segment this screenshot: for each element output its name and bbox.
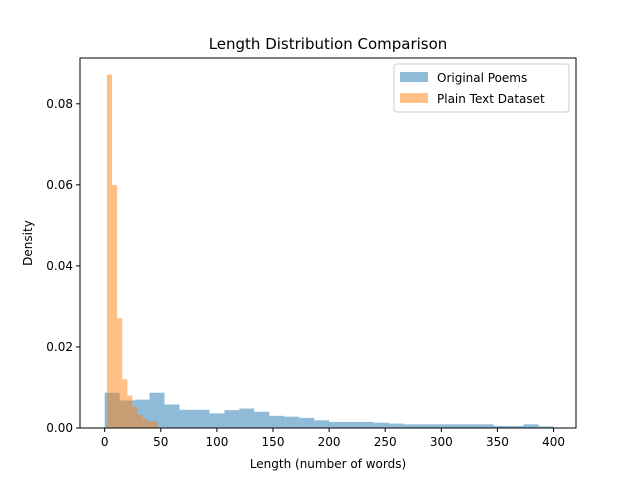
- y-tick-label: 0.06: [46, 178, 73, 192]
- series-1-bars: [106, 74, 158, 429]
- histogram-bar: [538, 426, 554, 428]
- histogram-bar: [106, 74, 113, 429]
- histogram-bar: [344, 421, 360, 428]
- histogram-bar: [403, 424, 419, 428]
- histogram-bar: [433, 424, 449, 428]
- x-tick-label: 150: [262, 435, 285, 449]
- legend-label: Plain Text Dataset: [437, 92, 545, 106]
- legend-label: Original Poems: [437, 71, 527, 85]
- histogram-bar: [284, 416, 300, 428]
- legend-item: Plain Text Dataset: [400, 92, 545, 106]
- x-tick-label: 200: [318, 435, 341, 449]
- series-0-bars: [104, 392, 554, 428]
- legend-item: Original Poems: [400, 71, 527, 85]
- histogram-bar: [254, 411, 270, 428]
- x-tick-label: 100: [205, 435, 228, 449]
- histogram-bar: [388, 423, 404, 428]
- histogram-bar: [179, 409, 195, 428]
- histogram-bar: [493, 425, 509, 428]
- histogram-bar: [224, 410, 240, 428]
- histogram-bar: [359, 421, 375, 428]
- histogram-bar: [194, 409, 210, 428]
- histogram-bar: [152, 421, 158, 428]
- histogram-bar: [299, 417, 315, 428]
- x-tick-label: 0: [101, 435, 109, 449]
- histogram-bar: [314, 420, 330, 428]
- histogram-bar: [147, 421, 153, 428]
- histogram-bar: [418, 424, 434, 428]
- histogram-bar: [117, 318, 123, 428]
- x-tick-label: 300: [430, 435, 453, 449]
- histogram-bars: [104, 74, 554, 429]
- histogram-bar: [478, 424, 494, 428]
- histogram-bar: [122, 379, 128, 428]
- histogram-bar: [142, 419, 148, 428]
- y-tick-label: 0.00: [46, 421, 73, 435]
- histogram-bar: [329, 421, 345, 428]
- y-tick-label: 0.08: [46, 97, 73, 111]
- x-tick-label: 350: [486, 435, 509, 449]
- chart-title: Length Distribution Comparison: [209, 35, 448, 53]
- legend: Original Poems Plain Text Dataset: [393, 63, 570, 113]
- x-tick-label: 400: [542, 435, 565, 449]
- x-axis: 0 50 100 150 200 250 300 350 400: [101, 428, 565, 449]
- x-tick-label: 50: [153, 435, 168, 449]
- histogram-bar: [448, 424, 464, 428]
- plot-frame: [79, 57, 577, 429]
- histogram-bar: [112, 184, 118, 428]
- y-axis: 0.00 0.02 0.04 0.06 0.08: [46, 97, 80, 435]
- histogram-bar: [137, 415, 143, 428]
- legend-swatch: [400, 93, 428, 103]
- y-tick-label: 0.02: [46, 340, 73, 354]
- histogram-bar: [508, 425, 524, 428]
- x-tick-label: 250: [374, 435, 397, 449]
- histogram-bar: [269, 415, 285, 428]
- plot-area: 0 50 100 150 200 250 300 350 400 0.000.020.040.0…: [46, 57, 577, 449]
- legend-swatch: [400, 72, 428, 82]
- y-tick-label: 0.04: [46, 259, 73, 273]
- histogram-bar: [239, 408, 255, 428]
- histogram-bar: [127, 395, 133, 428]
- histogram-bar: [209, 413, 225, 428]
- histogram-bar: [132, 406, 138, 428]
- histogram-bar: [149, 392, 165, 428]
- histogram-bar: [463, 424, 479, 428]
- x-axis-label: Length (number of words): [250, 457, 406, 471]
- histogram-bar: [374, 422, 389, 428]
- histogram-bar: [523, 424, 539, 428]
- histogram-bar: [164, 404, 180, 428]
- y-axis-label: Density: [21, 220, 35, 266]
- legend-box: [393, 63, 570, 113]
